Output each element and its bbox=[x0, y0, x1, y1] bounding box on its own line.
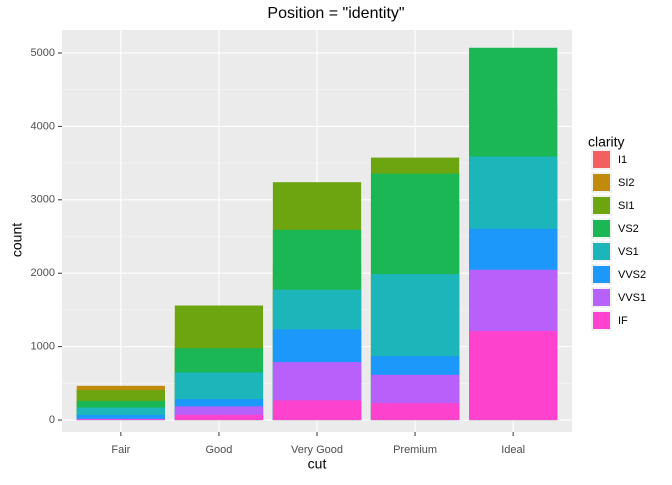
legend-title: clarity bbox=[588, 134, 625, 150]
y-tick-label: 0 bbox=[49, 414, 55, 426]
legend-swatch bbox=[593, 197, 610, 214]
chart-title: Position = "identity" bbox=[267, 5, 404, 22]
legend-swatch bbox=[593, 312, 610, 329]
legend: I1 SI2 SI1 VS2 VS1 VVS2 VVS1 IF bbox=[591, 149, 646, 331]
bar bbox=[370, 403, 460, 421]
legend-label: VS2 bbox=[618, 223, 639, 235]
y-tick-label: 3000 bbox=[31, 194, 55, 206]
y-axis-label: count bbox=[9, 223, 25, 257]
legend-swatch bbox=[593, 151, 610, 168]
legend-swatch bbox=[593, 220, 610, 237]
legend-label: IF bbox=[618, 315, 628, 327]
x-tick-label: Ideal bbox=[501, 444, 525, 456]
y-tick-label: 2000 bbox=[31, 267, 55, 279]
legend-label: VVS2 bbox=[618, 269, 646, 281]
y-tick-label: 4000 bbox=[31, 120, 55, 132]
y-tick-label: 1000 bbox=[31, 341, 55, 353]
legend-swatch bbox=[593, 243, 610, 260]
legend-label: VVS1 bbox=[618, 292, 646, 304]
legend-label: SI1 bbox=[618, 200, 635, 212]
bar bbox=[469, 331, 558, 421]
bar bbox=[272, 400, 362, 421]
x-axis-label: cut bbox=[308, 456, 327, 472]
x-tick-label: Fair bbox=[111, 444, 130, 456]
legend-label: SI2 bbox=[618, 177, 635, 189]
axes: 0 1000 2000 3000 4000 5000 Fair Good Very Good Pr… bbox=[31, 47, 526, 456]
legend-swatch bbox=[593, 266, 610, 283]
x-tick-label: Premium bbox=[393, 444, 437, 456]
legend-label: VS1 bbox=[618, 246, 639, 258]
bar bbox=[76, 419, 165, 421]
bars bbox=[76, 47, 558, 421]
legend-swatch bbox=[593, 289, 610, 306]
legend-swatch bbox=[593, 174, 610, 191]
x-tick-label: Very Good bbox=[291, 444, 343, 456]
bar bbox=[76, 414, 165, 421]
x-tick-label: Good bbox=[205, 444, 232, 456]
bar bbox=[174, 414, 264, 421]
y-tick-label: 5000 bbox=[31, 47, 55, 59]
legend-label: I1 bbox=[618, 154, 627, 166]
